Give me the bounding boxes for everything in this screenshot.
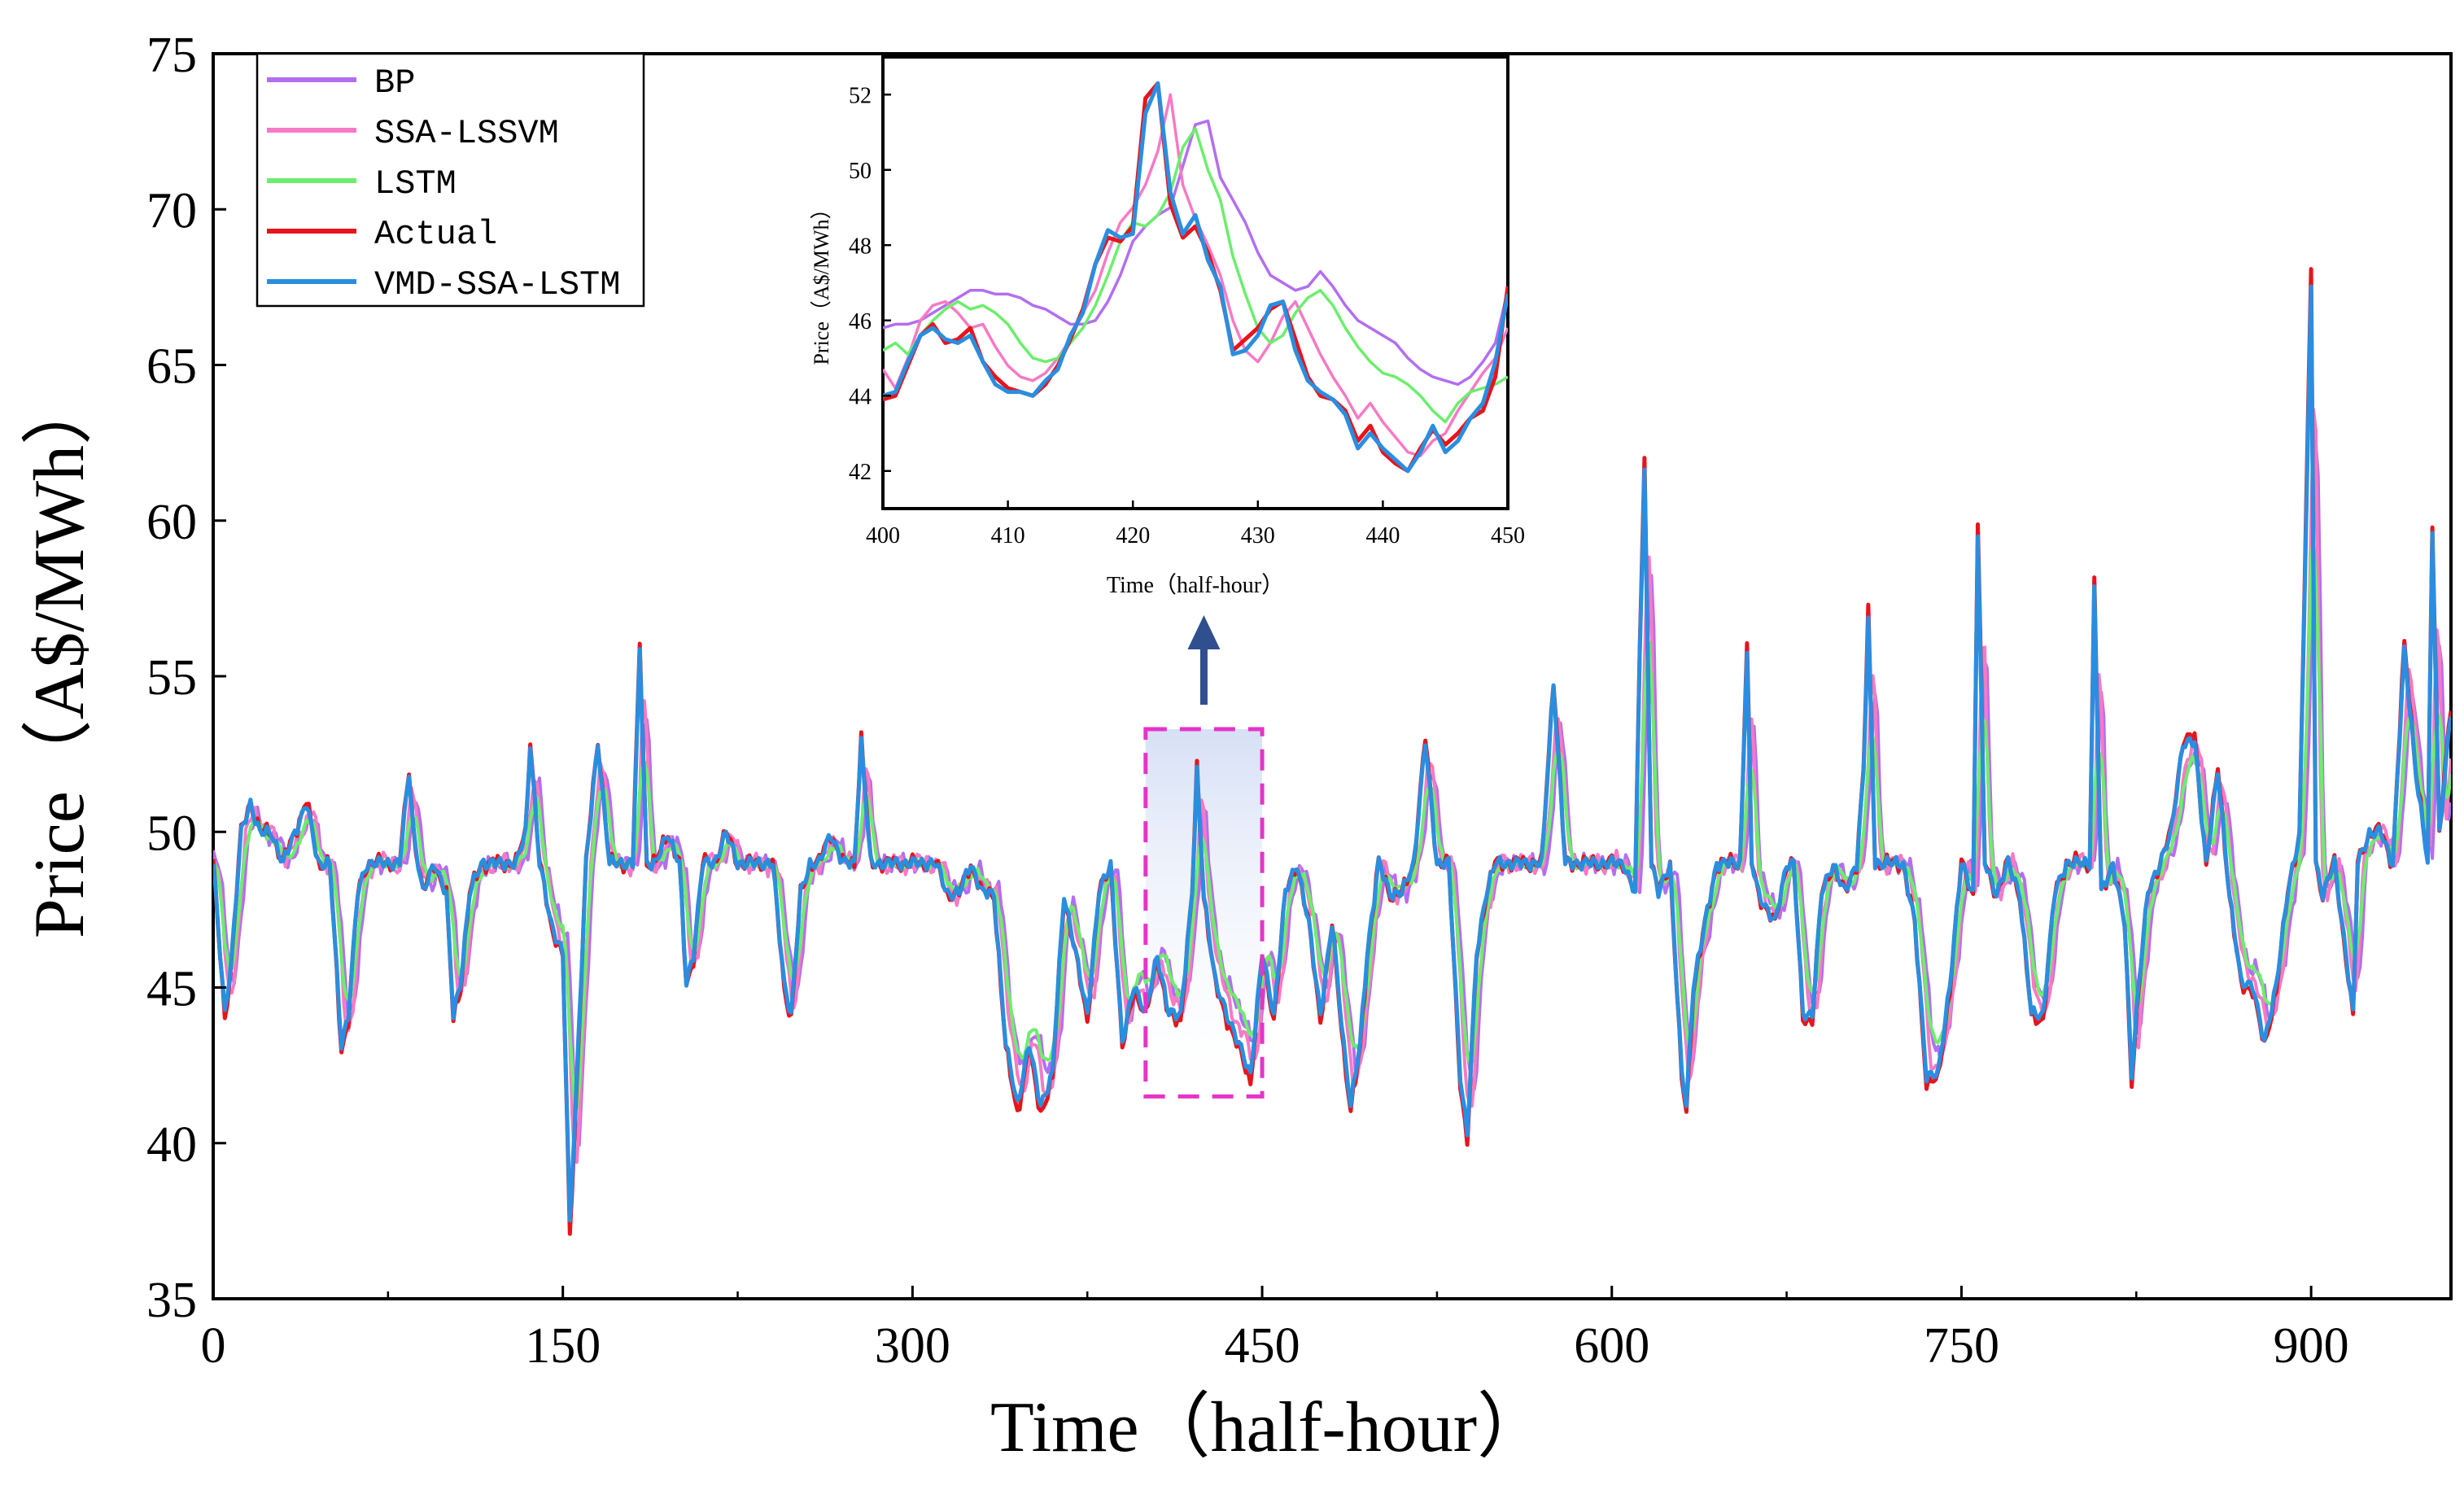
inset-x-tick-label: 420 bbox=[1116, 523, 1150, 548]
x-axis-title: Time（half-hour） bbox=[990, 1388, 1549, 1467]
legend-label: BP bbox=[374, 63, 415, 103]
main-series-group bbox=[213, 267, 2451, 1236]
inset-x-tick-label: 400 bbox=[866, 523, 900, 548]
x-tick-label: 0 bbox=[201, 1318, 226, 1374]
inset-x-tick-label: 410 bbox=[991, 523, 1025, 548]
inset-y-tick-label: 52 bbox=[849, 83, 872, 108]
x-tick-label: 750 bbox=[1924, 1318, 1999, 1374]
y-tick-label: 50 bbox=[146, 806, 197, 861]
arrow-head bbox=[1187, 615, 1221, 650]
series-line-vmd-ssa-lstm bbox=[213, 284, 2451, 1223]
inset-x-tick-label: 440 bbox=[1365, 523, 1400, 548]
x-tick-label: 600 bbox=[1574, 1318, 1649, 1374]
legend: BP SSA-LSSVM LSTM Actual VMD-SSA-LSTM bbox=[256, 52, 645, 308]
inset-chart: 400 410 420 430 440 450 42 44 46 48 50 52 Time（half… bbox=[810, 55, 1525, 598]
inset-series-line-vmd-ssa-lstm bbox=[883, 81, 1508, 474]
legend-label: Actual bbox=[374, 215, 497, 254]
inset-y-tick-label: 42 bbox=[849, 460, 872, 485]
inset-series-line-lstm bbox=[883, 127, 1508, 424]
inset-series-group bbox=[883, 81, 1508, 474]
inset-x-tick-label: 430 bbox=[1241, 523, 1275, 548]
y-tick-label: 70 bbox=[146, 183, 197, 238]
y-tick-label: 35 bbox=[146, 1273, 197, 1328]
inset-y-axis-title: Price（A$/MWh） bbox=[810, 198, 833, 365]
inset-y-tick-label: 46 bbox=[849, 309, 872, 334]
legend-label: LSTM bbox=[374, 164, 457, 203]
legend-label: SSA-LSSVM bbox=[374, 114, 559, 153]
inset-y-tick-label: 44 bbox=[849, 384, 872, 409]
inset-y-tick-label: 50 bbox=[849, 159, 872, 184]
y-tick-label: 55 bbox=[146, 650, 197, 706]
y-tick-label: 45 bbox=[146, 962, 197, 1017]
inset-x-tick-label: 450 bbox=[1491, 523, 1525, 548]
inset-series-line-bp bbox=[883, 119, 1508, 387]
highlight-fill bbox=[1145, 729, 1263, 1097]
inset-y-tick-label: 48 bbox=[849, 234, 872, 259]
inset-x-axis-title: Time（half-hour） bbox=[1107, 572, 1284, 598]
y-tick-label: 40 bbox=[146, 1117, 197, 1173]
y-tick-label: 75 bbox=[146, 28, 197, 83]
zoom-arrow bbox=[1187, 615, 1221, 706]
y-tick-label: 65 bbox=[146, 339, 197, 395]
y-axis-title: Price（A$/MWh） bbox=[20, 374, 99, 938]
inset-axis-ticks: 400 410 420 430 440 450 42 44 46 48 50 52 bbox=[849, 83, 1525, 548]
x-tick-label: 450 bbox=[1225, 1318, 1300, 1374]
x-tick-label: 900 bbox=[2274, 1318, 2349, 1374]
x-tick-label: 150 bbox=[525, 1318, 601, 1374]
main-axis-ticks: 0 150 300 450 600 750 900 35 40 45 50 55 60 65 70 75 bbox=[146, 28, 2349, 1374]
y-tick-label: 60 bbox=[146, 495, 197, 550]
legend-label: VMD-SSA-LSTM bbox=[374, 265, 620, 304]
x-tick-label: 300 bbox=[875, 1318, 950, 1374]
